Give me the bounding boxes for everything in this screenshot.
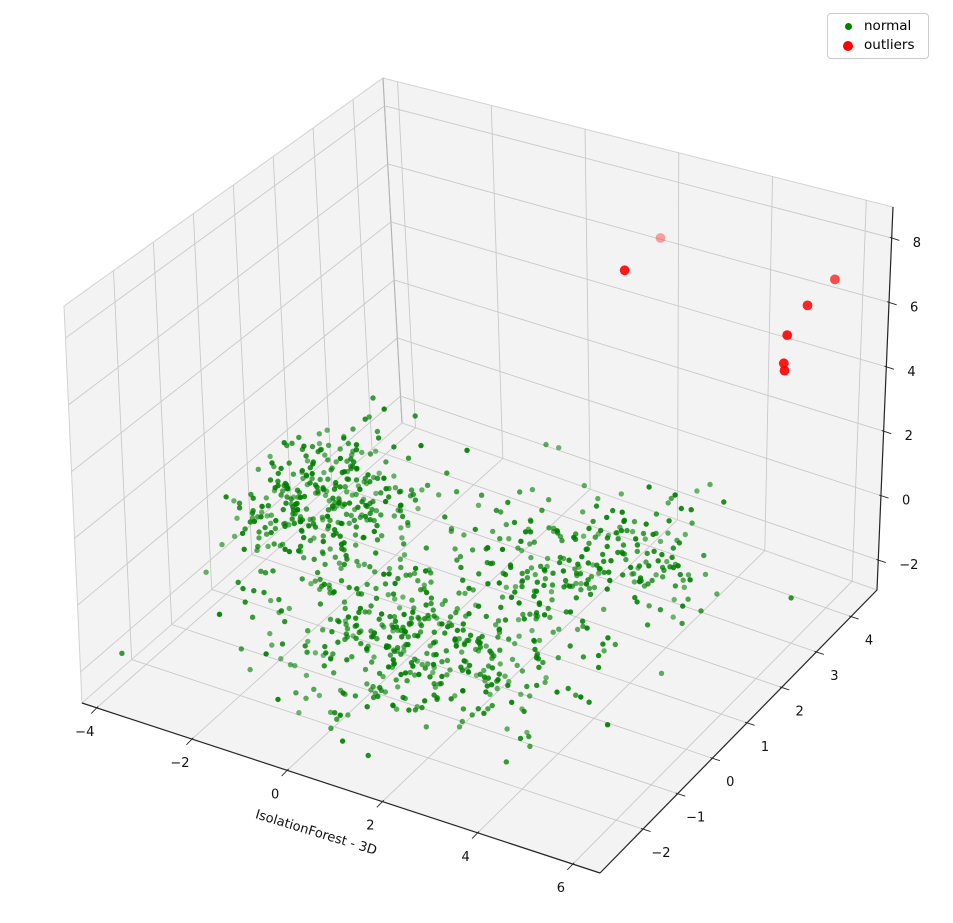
grid-lines <box>65 81 892 865</box>
axis-spines <box>81 206 894 874</box>
legend-marker-cell <box>832 23 864 30</box>
x-tick-label: −4 <box>75 725 94 740</box>
y-tick-label: −2 <box>651 846 670 861</box>
z-tick-label: 8 <box>913 236 921 251</box>
legend: normal outliers <box>827 13 929 59</box>
x-tick-label: 4 <box>462 850 470 865</box>
outlier-point <box>830 274 840 285</box>
normal-points <box>119 395 794 765</box>
outlier-point <box>802 300 813 311</box>
z-tick-label: 6 <box>910 300 918 315</box>
y-tick-label: 3 <box>830 669 838 684</box>
outlier-point <box>779 365 790 376</box>
back-corner-edge <box>382 77 403 424</box>
outlier-point <box>778 358 789 369</box>
y-tick-label: −1 <box>686 811 705 826</box>
outlier-point <box>655 233 666 243</box>
x-tick-label: 6 <box>557 881 565 896</box>
outlier-point <box>619 265 630 276</box>
legend-label-outliers: outliers <box>864 37 915 53</box>
z-axis-spine <box>876 206 894 591</box>
z-tick-label: −2 <box>899 558 918 573</box>
y-tick-label: 2 <box>796 704 804 719</box>
axis-ticks-and-labels: −4 −2 0 2 4 6 −2 −1 0 1 2 3 4 −2 0 2 4 6 8 <box>75 236 921 896</box>
normal-marker-icon <box>844 23 852 30</box>
legend-marker-cell <box>832 40 864 51</box>
outlier-point <box>782 330 793 340</box>
y-tick-label: 1 <box>761 740 769 755</box>
outlier-points <box>619 233 840 376</box>
y-axis-spine <box>599 589 878 874</box>
z-tick-label: 0 <box>902 494 910 509</box>
legend-item-normal: normal <box>832 17 922 36</box>
x-axis-spine <box>81 702 601 874</box>
y-tick-label: 4 <box>865 634 873 649</box>
legend-label-normal: normal <box>864 18 912 34</box>
x-tick-label: −2 <box>170 756 189 771</box>
z-tick-label: 4 <box>907 365 915 380</box>
x-tick-label: 2 <box>366 819 374 834</box>
legend-item-outliers: outliers <box>832 36 922 55</box>
x-tick-label: 0 <box>271 787 279 802</box>
z-tick-label: 2 <box>905 429 913 444</box>
outliers-marker-icon <box>843 40 853 51</box>
y-tick-label: 0 <box>726 775 734 790</box>
